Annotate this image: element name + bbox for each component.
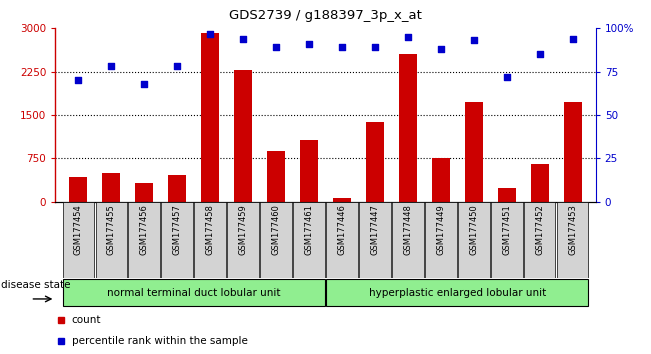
Text: GSM177446: GSM177446 [337,204,346,255]
FancyBboxPatch shape [359,202,391,278]
Bar [102,173,120,202]
Text: GSM177456: GSM177456 [140,204,149,255]
Point [436,46,446,52]
Text: GSM177461: GSM177461 [305,204,314,255]
FancyBboxPatch shape [458,202,490,278]
Text: hyperplastic enlarged lobular unit: hyperplastic enlarged lobular unit [368,288,546,298]
Text: GSM177452: GSM177452 [535,204,544,255]
FancyBboxPatch shape [326,202,358,278]
Text: GSM177459: GSM177459 [239,204,247,255]
Point [73,78,83,83]
Text: GSM177454: GSM177454 [74,204,83,255]
Point [271,45,281,50]
Bar [366,122,384,202]
FancyBboxPatch shape [392,202,424,278]
FancyBboxPatch shape [128,202,160,278]
Point [139,81,150,87]
FancyBboxPatch shape [293,202,325,278]
Point [106,64,117,69]
FancyBboxPatch shape [96,202,127,278]
Text: GSM177455: GSM177455 [107,204,116,255]
Text: count: count [72,315,101,325]
Text: GSM177460: GSM177460 [271,204,281,255]
Point [370,45,380,50]
Point [568,36,578,41]
Point [469,38,479,43]
Bar [201,33,219,202]
FancyBboxPatch shape [227,202,259,278]
Bar [399,54,417,202]
Point [501,74,512,80]
Text: GSM177449: GSM177449 [436,204,445,255]
Point [534,51,545,57]
Point [304,41,314,47]
Bar [267,152,285,202]
Bar [432,159,450,202]
Text: GSM177447: GSM177447 [370,204,380,255]
Point [337,45,347,50]
Point [238,36,248,41]
Bar [135,183,154,202]
Point [403,34,413,40]
FancyBboxPatch shape [260,202,292,278]
FancyBboxPatch shape [62,279,325,307]
Bar [168,175,186,202]
Text: GSM177457: GSM177457 [173,204,182,255]
Bar [70,177,87,202]
Text: disease state: disease state [1,280,70,290]
Text: normal terminal duct lobular unit: normal terminal duct lobular unit [107,288,281,298]
Text: GSM177451: GSM177451 [502,204,511,255]
Text: GSM177453: GSM177453 [568,204,577,255]
FancyBboxPatch shape [326,279,589,307]
Bar [564,102,581,202]
FancyBboxPatch shape [62,202,94,278]
Bar [497,188,516,202]
Text: GDS2739 / g188397_3p_x_at: GDS2739 / g188397_3p_x_at [229,9,422,22]
FancyBboxPatch shape [491,202,523,278]
Text: GSM177450: GSM177450 [469,204,478,255]
Bar [531,164,549,202]
FancyBboxPatch shape [425,202,456,278]
Point [172,64,182,69]
Text: GSM177448: GSM177448 [404,204,412,255]
Bar [333,198,351,202]
Text: percentile rank within the sample: percentile rank within the sample [72,336,247,346]
Point [205,31,215,36]
Text: GSM177458: GSM177458 [206,204,215,255]
FancyBboxPatch shape [195,202,226,278]
Bar [300,141,318,202]
Bar [234,70,252,202]
FancyBboxPatch shape [161,202,193,278]
FancyBboxPatch shape [524,202,555,278]
Bar [465,102,483,202]
FancyBboxPatch shape [557,202,589,278]
